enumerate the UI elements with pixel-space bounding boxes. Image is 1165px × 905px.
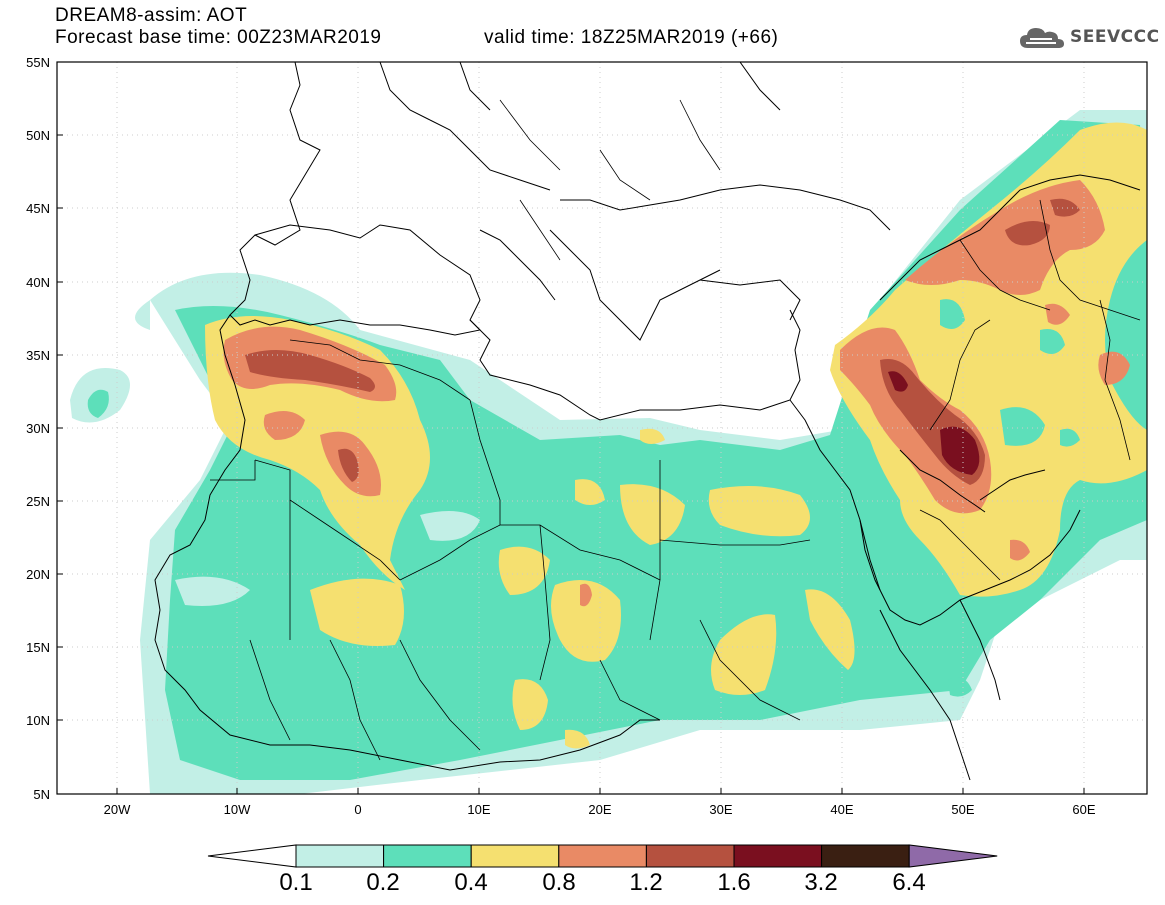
legend-label: 0.2 bbox=[366, 869, 400, 896]
country-borders bbox=[210, 99, 1141, 761]
coastlines bbox=[154, 62, 1141, 781]
valid-time: valid time: 18Z25MAR2019 (+66) bbox=[484, 27, 779, 48]
lat-label: 20N bbox=[26, 567, 50, 582]
legend-label: 3.2 bbox=[804, 869, 838, 896]
lat-label: 5N bbox=[33, 787, 50, 802]
grid-lines bbox=[57, 62, 1147, 794]
legend-swatch bbox=[821, 844, 910, 868]
legend-labels: 0.1 0.2 0.4 0.8 1.2 1.6 3.2 6.4 bbox=[0, 870, 1165, 900]
lat-label: 40N bbox=[26, 275, 50, 290]
lat-label: 55N bbox=[26, 55, 50, 70]
legend-swatch bbox=[733, 844, 823, 868]
forecast-base-time: Forecast base time: 00Z23MAR2019 bbox=[55, 27, 382, 48]
lat-label: 25N bbox=[26, 494, 50, 509]
legend-label: 1.2 bbox=[629, 869, 663, 896]
tick-marks bbox=[57, 61, 1085, 795]
legend-swatch bbox=[558, 844, 647, 868]
cloud-logo-icon bbox=[1020, 28, 1064, 48]
legend-swatch bbox=[295, 844, 385, 868]
lat-label: 30N bbox=[26, 421, 50, 436]
color-legend-bar bbox=[207, 844, 998, 868]
aot-east-holes bbox=[940, 299, 1080, 447]
lon-label: 40E bbox=[830, 802, 853, 817]
lat-label: 50N bbox=[26, 128, 50, 143]
lon-label: 30E bbox=[709, 802, 732, 817]
lat-label: 10N bbox=[26, 713, 50, 728]
latitude-labels: 55N 50N 45N 40N 35N 30N 25N 20N 15N 10N … bbox=[26, 55, 50, 802]
chart-title: DREAM8-assim: AOT bbox=[55, 5, 248, 26]
lon-label: 10W bbox=[224, 802, 251, 817]
legend-label: 6.4 bbox=[892, 869, 926, 896]
seevccc-logo: SEEVCCC bbox=[1018, 24, 1160, 50]
legend-swatch bbox=[470, 844, 560, 868]
legend-label: 0.4 bbox=[454, 869, 488, 896]
lon-label: 50E bbox=[951, 802, 974, 817]
legend-swatch bbox=[645, 844, 735, 868]
logo-text: SEEVCCC bbox=[1070, 27, 1160, 47]
lon-label: 20W bbox=[104, 802, 131, 817]
lat-label: 35N bbox=[26, 348, 50, 363]
legend-arrow-low bbox=[207, 844, 297, 868]
longitude-labels: 20W 10W 0 10E 20E 30E 40E 50E 60E bbox=[104, 802, 1096, 817]
aot-field bbox=[57, 62, 1147, 794]
legend-label: 0.8 bbox=[542, 869, 576, 896]
aot-level-1.6 bbox=[888, 371, 980, 475]
lon-label: 0 bbox=[354, 802, 361, 817]
lon-label: 60E bbox=[1072, 802, 1095, 817]
legend-swatch bbox=[383, 844, 472, 868]
lon-label: 20E bbox=[588, 802, 611, 817]
legend-arrow-high bbox=[908, 844, 998, 868]
lat-label: 15N bbox=[26, 640, 50, 655]
legend-label: 1.6 bbox=[717, 869, 751, 896]
lat-label: 45N bbox=[26, 201, 50, 216]
legend-label: 0.1 bbox=[279, 869, 313, 896]
lon-label: 10E bbox=[467, 802, 490, 817]
